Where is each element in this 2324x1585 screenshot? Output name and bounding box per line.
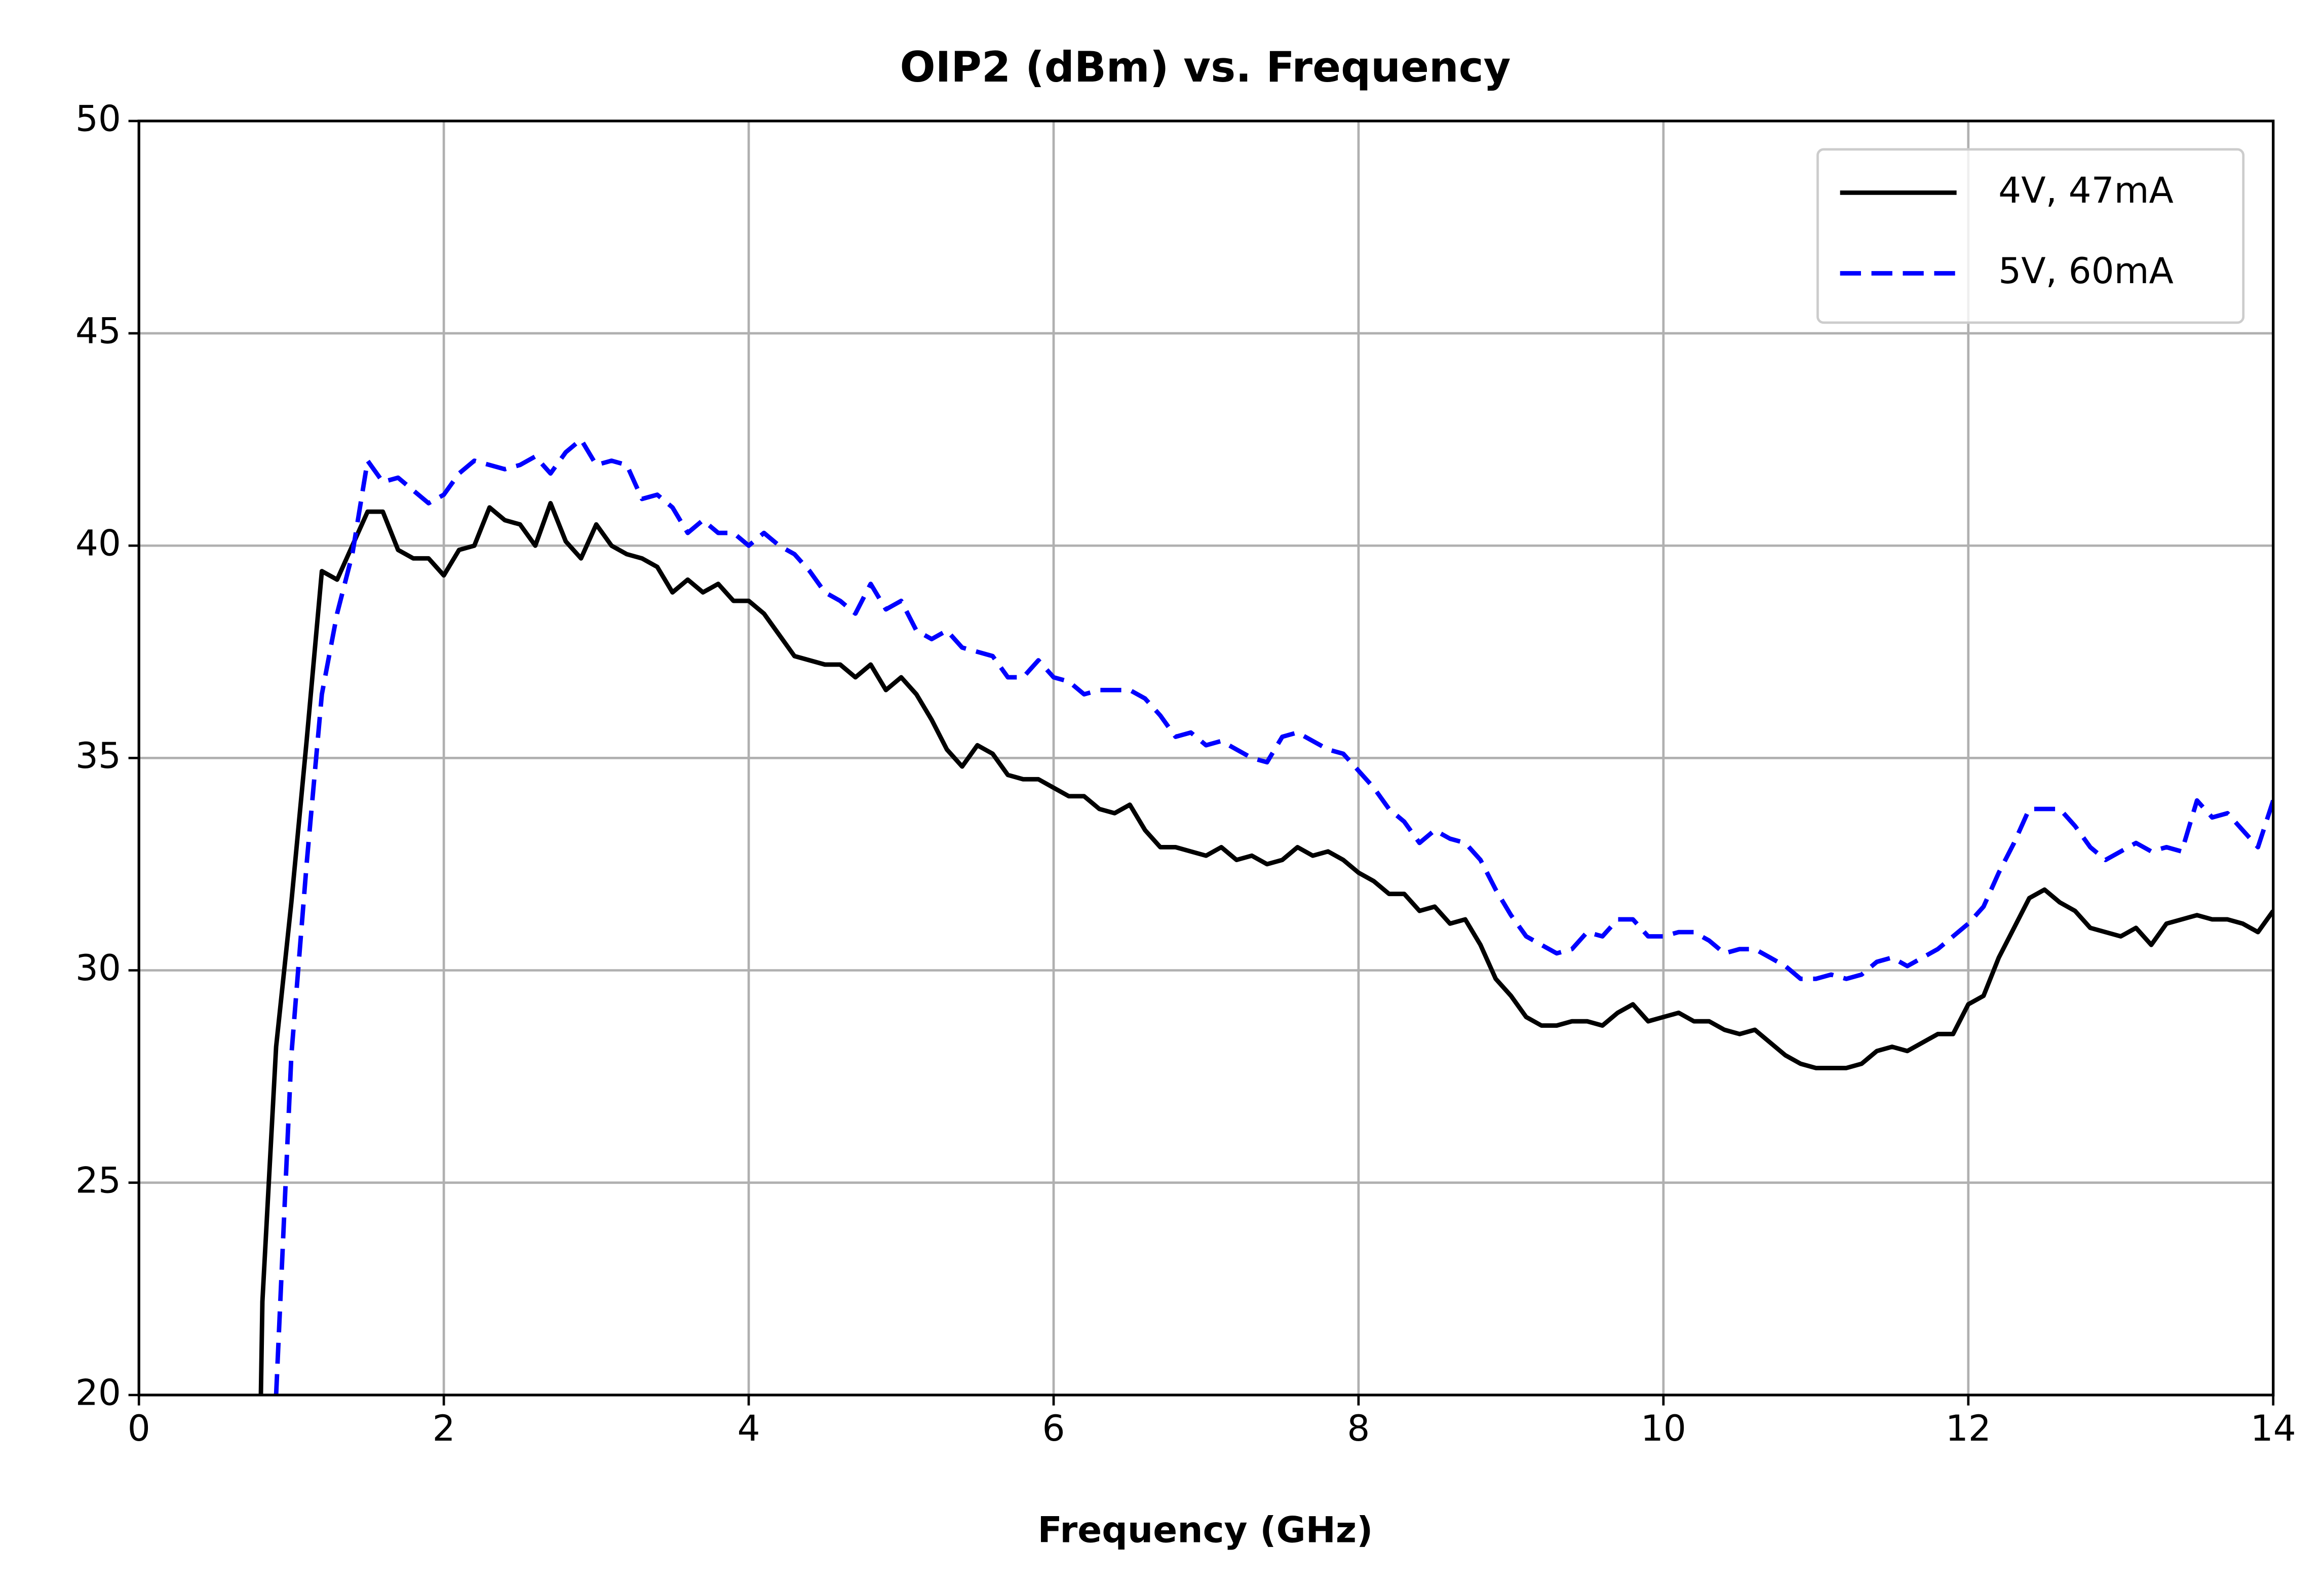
x-axis-label: Frequency (GHz) bbox=[1038, 1509, 1373, 1551]
y-tick-label: 25 bbox=[75, 1159, 121, 1201]
x-tick-label: 4 bbox=[738, 1407, 760, 1449]
legend: 4V, 47mA 5V, 60mA bbox=[1816, 148, 2245, 324]
x-tick-label: 6 bbox=[1042, 1407, 1065, 1449]
legend-label: 4V, 47mA bbox=[1998, 169, 2174, 211]
x-tick-label: 8 bbox=[1347, 1407, 1370, 1449]
x-tick-label: 2 bbox=[433, 1407, 455, 1449]
y-tick-label: 50 bbox=[75, 97, 121, 139]
x-tick-label: 12 bbox=[1946, 1407, 1991, 1449]
plot-frame bbox=[137, 120, 2275, 1397]
y-tick-label: 35 bbox=[75, 734, 121, 777]
y-tick-label: 45 bbox=[75, 310, 121, 352]
data-line bbox=[258, 500, 2273, 1395]
data-line bbox=[274, 437, 2273, 1395]
legend-label: 5V, 60mA bbox=[1998, 250, 2174, 292]
chart-title: OIP2 (dBm) vs. Frequency bbox=[900, 43, 1511, 92]
x-tick-label: 0 bbox=[128, 1407, 150, 1449]
y-tick-label: 40 bbox=[75, 522, 121, 564]
y-tick-label: 20 bbox=[75, 1371, 121, 1413]
x-tick-label: 14 bbox=[2251, 1407, 2296, 1449]
x-tick-label: 10 bbox=[1641, 1407, 1686, 1449]
y-tick-label: 30 bbox=[75, 947, 121, 989]
